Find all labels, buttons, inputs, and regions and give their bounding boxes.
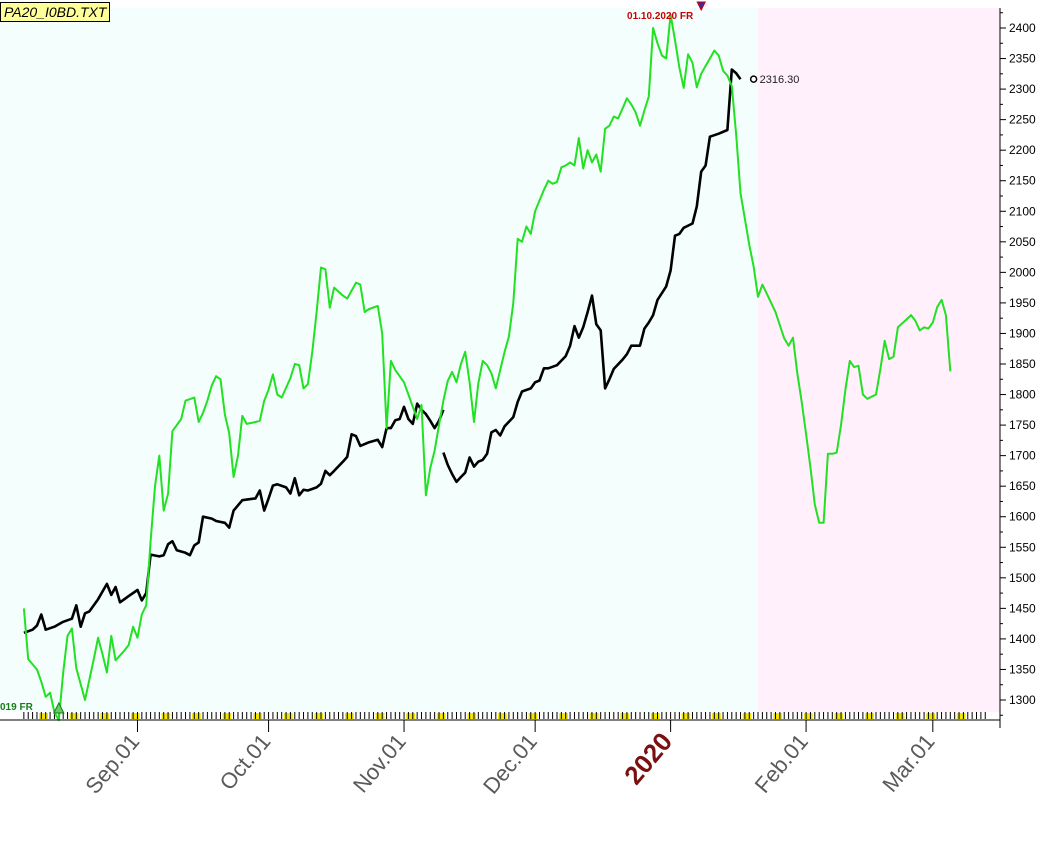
up-triangle-marker [53, 701, 65, 714]
series-layer [22, 13, 952, 722]
x-tick-label: Oct.01 [215, 729, 276, 795]
y-tick-label: 1950 [1009, 296, 1036, 310]
annotation-3: 2316.30 [749, 74, 800, 86]
y-tick-label: 2100 [1009, 204, 1036, 218]
annotation-layer: 01.10.2020 FR 019 FR 2316.30 [0, 1, 800, 714]
y-tick-label: 1650 [1009, 479, 1036, 493]
series-line-3 [22, 13, 952, 722]
y-axis: 1300 1350 1400 1450 1500 1550 1600 1650 1700 1750… [999, 8, 1036, 728]
x-axis: Sep.01 Oct.01 Nov.01 Dec.01 2020 Feb.01 Mar.01 [0, 719, 1000, 799]
down-triangle-marker [696, 1, 707, 12]
x-tick-label: Mar.01 [877, 729, 939, 797]
last-value-marker [749, 75, 758, 83]
x-tick-strip [0, 712, 1000, 720]
history-region [0, 8, 759, 712]
y-tick-label: 2000 [1009, 265, 1036, 279]
y-tick-label: 2250 [1009, 113, 1036, 127]
y-tick-label: 2350 [1009, 52, 1036, 66]
file-title: PA20_I0BD.TXT [0, 2, 111, 22]
y-tick-label: 1550 [1009, 540, 1036, 554]
y-tick-label: 2400 [1009, 21, 1036, 35]
y-tick-label: 1300 [1009, 693, 1036, 707]
x-tick-label: Nov.01 [348, 729, 411, 797]
x-tick-label: Feb.01 [750, 729, 813, 798]
trough-date-label: 019 FR [0, 702, 34, 713]
y-tick-label: 1750 [1009, 418, 1036, 432]
y-tick-label: 1500 [1009, 571, 1036, 585]
y-tick-label: 2150 [1009, 174, 1036, 188]
chart-background [0, 8, 1000, 712]
y-tick-label: 1900 [1009, 326, 1036, 340]
y-tick-label: 1350 [1009, 662, 1036, 676]
y-tick-label: 1450 [1009, 601, 1036, 615]
y-tick-label: 2200 [1009, 143, 1036, 157]
series-line-2 [442, 68, 742, 484]
y-tick-label: 2050 [1009, 235, 1036, 249]
y-tick-label: 1600 [1009, 510, 1036, 524]
x-tick-label: 2020 [618, 727, 678, 791]
forecast-region [758, 8, 1000, 712]
x-tick-label: Dec.01 [478, 729, 542, 798]
y-tick-label: 1800 [1009, 388, 1036, 402]
last-value-label: 2316.30 [760, 74, 800, 86]
annotation-1: 01.10.2020 FR [627, 1, 707, 22]
y-tick-label: 1700 [1009, 449, 1036, 463]
x-tick-label: Sep.01 [80, 729, 144, 798]
y-tick-label: 1400 [1009, 632, 1036, 646]
y-tick-label: 1850 [1009, 357, 1036, 371]
y-tick-label: 2300 [1009, 82, 1036, 96]
annotation-2: 019 FR [0, 701, 65, 714]
peak-date-label: 01.10.2020 FR [627, 11, 694, 22]
